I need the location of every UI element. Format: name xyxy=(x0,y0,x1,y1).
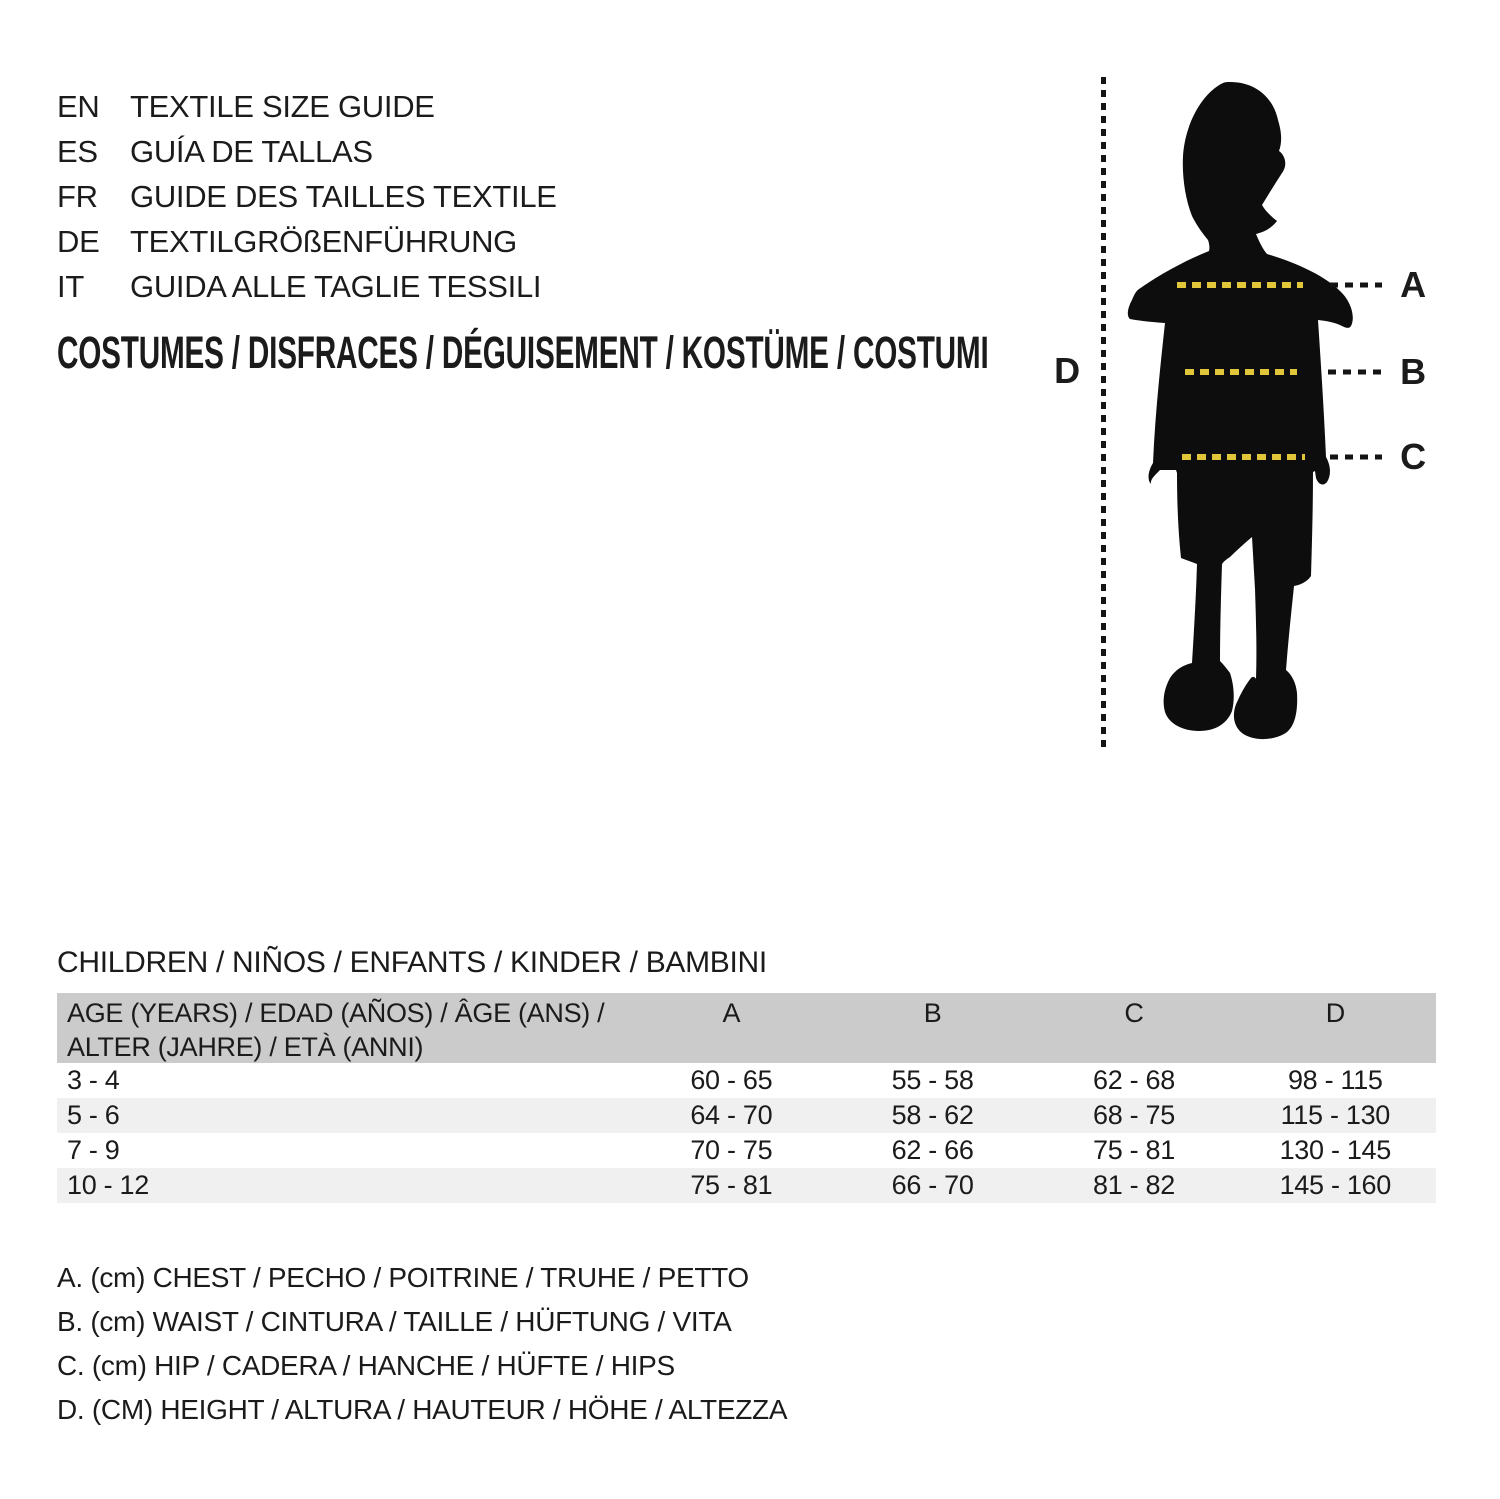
children-size-table: AGE (YEARS) / EDAD (AÑOS) / ÂGE (ANS) / … xyxy=(57,993,1436,1203)
age-cell: 10 - 12 xyxy=(67,1170,149,1200)
hip-value: 68 - 75 xyxy=(1092,1100,1175,1130)
waist-value: 66 - 70 xyxy=(891,1170,974,1200)
column-header-c: C xyxy=(1124,998,1144,1028)
language-label: TEXTILE SIZE GUIDE xyxy=(130,89,435,124)
language-row-de: DE TEXTILGRÖßENFÜHRUNG xyxy=(57,219,557,264)
column-header-a: A xyxy=(722,998,741,1028)
height-value: 130 - 145 xyxy=(1279,1135,1392,1165)
chest-value: 75 - 81 xyxy=(690,1170,773,1200)
waist-label-b: B xyxy=(1400,351,1426,392)
language-row-fr: FR GUIDE DES TAILLES TEXTILE xyxy=(57,174,557,219)
language-label: GUÍA DE TALLAS xyxy=(130,134,373,169)
legend-height: D. (CM) HEIGHT / ALTURA / HAUTEUR / HÖHE… xyxy=(57,1394,788,1425)
category-title: COSTUMES / DISFRACES / DÉGUISEMENT / KOS… xyxy=(57,327,989,378)
table-row: 10 - 12 75 - 81 66 - 70 81 - 82 145 - 16… xyxy=(57,1168,1436,1203)
child-silhouette-figure xyxy=(1127,82,1382,740)
column-header-d: D xyxy=(1325,998,1346,1028)
height-value: 98 - 115 xyxy=(1287,1065,1383,1095)
language-row-es: ES GUÍA DE TALLAS xyxy=(57,129,557,174)
table-row: 5 - 6 64 - 70 58 - 62 68 - 75 115 - 130 xyxy=(57,1098,1436,1133)
table-row: 7 - 9 70 - 75 62 - 66 75 - 81 130 - 145 xyxy=(57,1133,1436,1168)
child-silhouette-shape xyxy=(1127,82,1353,740)
hip-value: 62 - 68 xyxy=(1092,1065,1175,1095)
table-row: 3 - 4 60 - 65 55 - 58 62 - 68 98 - 115 xyxy=(57,1063,1436,1098)
language-row-en: EN TEXTILE SIZE GUIDE xyxy=(57,84,557,129)
age-cell: 7 - 9 xyxy=(67,1135,120,1165)
table-header-row: AGE (YEARS) / EDAD (AÑOS) / ÂGE (ANS) / … xyxy=(57,993,1436,1063)
age-header-line1: AGE (YEARS) / EDAD (AÑOS) / ÂGE (ANS) / xyxy=(67,998,605,1028)
height-value: 145 - 160 xyxy=(1279,1170,1392,1200)
chest-label-a: A xyxy=(1400,264,1426,305)
age-cell: 5 - 6 xyxy=(67,1100,120,1130)
language-code: DE xyxy=(57,224,100,259)
height-value: 115 - 130 xyxy=(1280,1100,1391,1130)
legend-chest: A. (cm) CHEST / PECHO / POITRINE / TRUHE… xyxy=(57,1262,749,1293)
table-title: CHILDREN / NIÑOS / ENFANTS / KINDER / BA… xyxy=(57,946,767,979)
language-label: TEXTILGRÖßENFÜHRUNG xyxy=(130,224,517,259)
waist-value: 58 - 62 xyxy=(891,1100,974,1130)
measurement-legend: A. (cm) CHEST / PECHO / POITRINE / TRUHE… xyxy=(57,1256,788,1432)
chest-value: 70 - 75 xyxy=(690,1135,773,1165)
column-header-b: B xyxy=(923,998,942,1028)
chest-value: 60 - 65 xyxy=(690,1065,773,1095)
legend-hip: C. (cm) HIP / CADERA / HANCHE / HÜFTE / … xyxy=(57,1350,675,1381)
language-list: EN TEXTILE SIZE GUIDE ES GUÍA DE TALLAS … xyxy=(57,84,557,309)
language-code: ES xyxy=(57,134,98,169)
language-code: EN xyxy=(57,89,100,124)
language-label: GUIDA ALLE TAGLIE TESSILI xyxy=(130,269,542,304)
language-code: FR xyxy=(57,179,98,214)
language-label: GUIDE DES TAILLES TEXTILE xyxy=(130,179,557,214)
legend-waist: B. (cm) WAIST / CINTURA / TAILLE / HÜFTU… xyxy=(57,1306,732,1337)
age-header-line2: ALTER (JAHRE) / ETÀ (ANNI) xyxy=(67,1032,424,1062)
language-row-it: IT GUIDA ALLE TAGLIE TESSILI xyxy=(57,264,557,309)
chest-value: 64 - 70 xyxy=(690,1100,773,1130)
hip-label-c: C xyxy=(1400,436,1426,477)
hip-value: 75 - 81 xyxy=(1092,1135,1175,1165)
age-cell: 3 - 4 xyxy=(67,1065,120,1095)
language-code: IT xyxy=(57,269,84,304)
age-header-cell: AGE (YEARS) / EDAD (AÑOS) / ÂGE (ANS) / … xyxy=(57,993,631,1064)
waist-value: 62 - 66 xyxy=(891,1135,974,1165)
waist-value: 55 - 58 xyxy=(891,1065,974,1095)
hip-value: 81 - 82 xyxy=(1092,1170,1175,1200)
height-measure-line xyxy=(1101,77,1106,747)
height-label-d: D xyxy=(1054,350,1080,391)
